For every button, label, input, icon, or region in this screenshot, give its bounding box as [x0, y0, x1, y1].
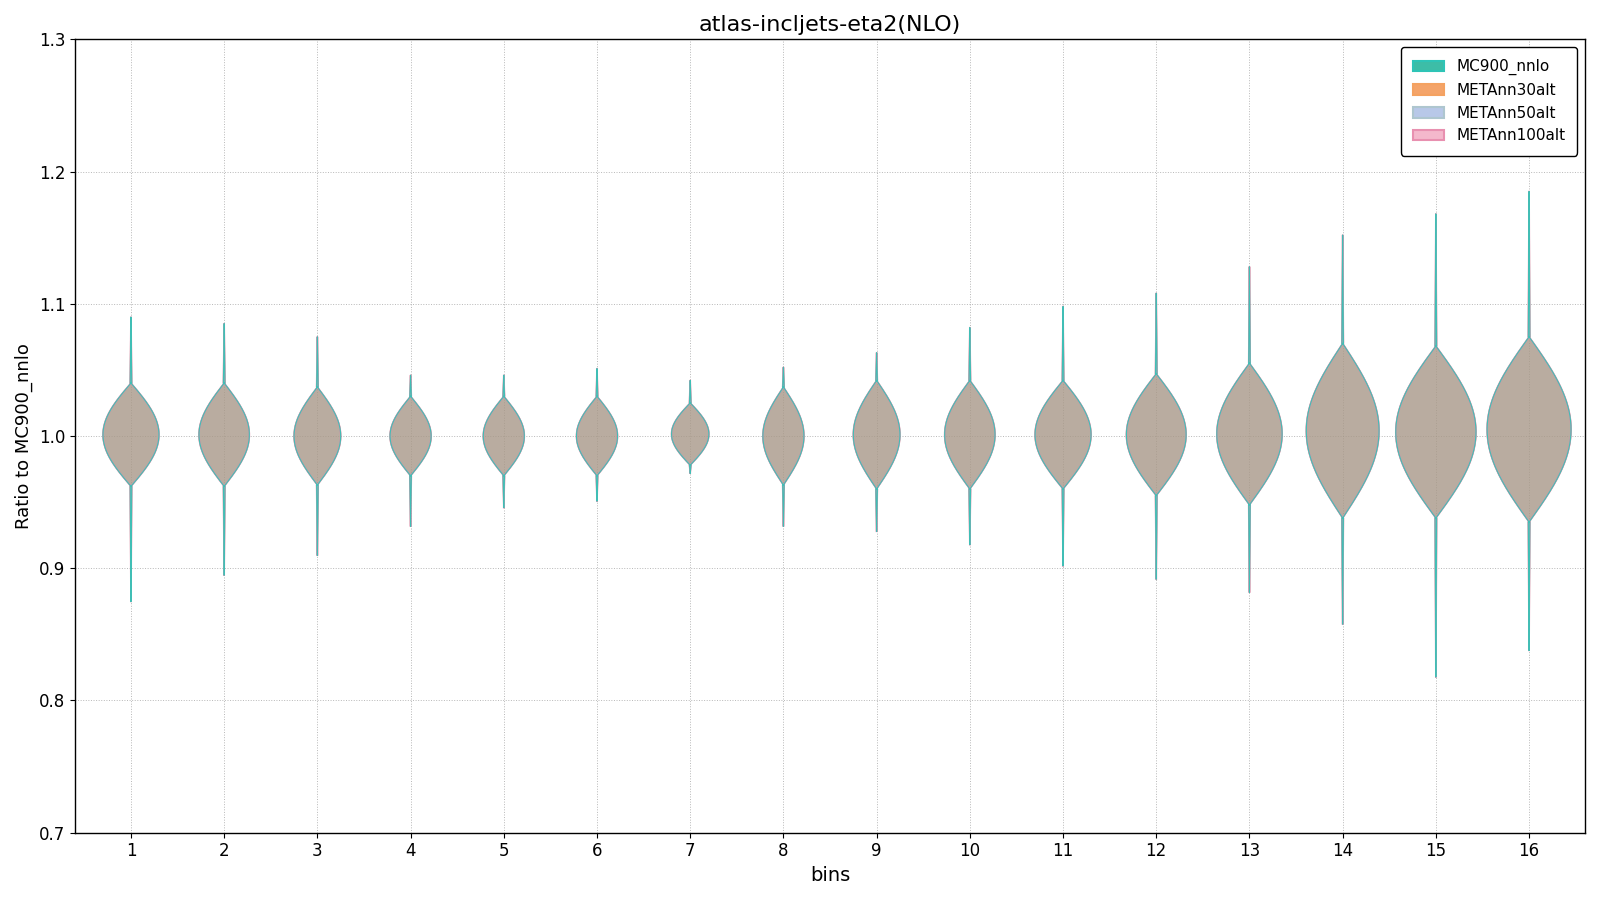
- Y-axis label: Ratio to MC900_nnlo: Ratio to MC900_nnlo: [14, 343, 34, 529]
- Polygon shape: [763, 367, 803, 526]
- Polygon shape: [944, 328, 995, 544]
- Legend: MC900_nnlo, METAnn30alt, METAnn50alt, METAnn100alt: MC900_nnlo, METAnn30alt, METAnn50alt, ME…: [1402, 47, 1578, 156]
- Polygon shape: [102, 317, 158, 601]
- Polygon shape: [1218, 266, 1282, 592]
- Polygon shape: [1126, 293, 1186, 579]
- Polygon shape: [576, 369, 618, 500]
- Title: atlas-incljets-eta2(NLO): atlas-incljets-eta2(NLO): [699, 15, 962, 35]
- Polygon shape: [294, 337, 341, 555]
- Polygon shape: [1395, 214, 1475, 677]
- Polygon shape: [390, 375, 430, 526]
- Polygon shape: [853, 353, 899, 531]
- Polygon shape: [672, 381, 709, 473]
- Polygon shape: [198, 324, 250, 575]
- Polygon shape: [483, 375, 525, 508]
- Polygon shape: [1035, 306, 1091, 565]
- Polygon shape: [1306, 235, 1379, 624]
- X-axis label: bins: bins: [810, 866, 850, 885]
- Polygon shape: [1486, 192, 1571, 650]
